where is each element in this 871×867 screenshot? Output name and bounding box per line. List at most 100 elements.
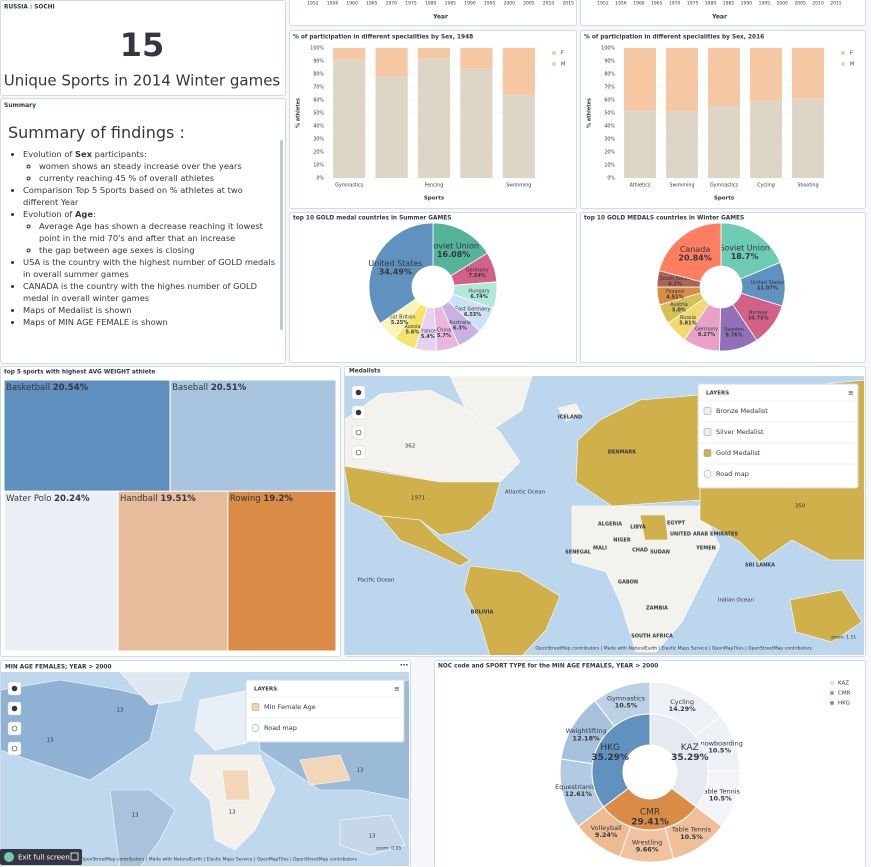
bar-segment	[417, 48, 451, 59]
legend-label: HKG	[838, 701, 850, 707]
panel-menu[interactable]: ⋯	[400, 661, 408, 670]
map-control[interactable]	[7, 721, 22, 736]
y-tick-label: 50%	[313, 111, 324, 117]
map-control[interactable]	[7, 741, 22, 756]
bar-segment	[375, 76, 408, 178]
label-value: 5.6%	[405, 329, 419, 335]
label-value: 5.81%	[679, 320, 696, 326]
bar-segment	[333, 59, 366, 179]
summary-list: Evolution of Sex participants:women show…	[1, 148, 279, 328]
label-value: 9.66%	[636, 846, 659, 854]
map-control-icon	[355, 429, 362, 436]
x-tick-label: 1980	[705, 1, 717, 7]
label-value: 11.07%	[757, 285, 778, 291]
pie-label: South Korea 4.1%	[660, 276, 690, 288]
map-label: BOLIVIA	[471, 610, 494, 616]
label-value: 6.53%	[464, 312, 481, 318]
x-tick-label: 1960	[633, 1, 645, 7]
layer-name[interactable]: Gold Medalist	[716, 449, 761, 457]
legend-label: CMR	[838, 691, 851, 697]
map-label: DENMARK	[608, 450, 637, 456]
x-tick-label: 1965	[366, 1, 378, 7]
label-value: 35.29%	[591, 753, 629, 763]
pie-label: East Germany 6.53%	[455, 306, 490, 318]
label-value: 29.41%	[631, 817, 669, 827]
exit-button[interactable]	[0, 849, 82, 865]
x-axis-label: Sports	[714, 196, 735, 202]
label-name: Canada	[680, 244, 711, 253]
pie-label: Norway 10.75%	[748, 310, 769, 322]
label-value: 4.51%	[666, 294, 683, 300]
label-value: 5.7%	[437, 332, 451, 338]
summary-subitem: the gap between age sexes is closing	[39, 244, 279, 256]
x-tick-label: Fencing	[425, 183, 444, 189]
label-name: Russia	[404, 323, 420, 329]
panel-title: RUSSIA : SOCHI	[4, 5, 55, 11]
label-value: 20.84%	[678, 253, 711, 262]
map-country	[789, 589, 863, 643]
pie-label: France 5.4%	[419, 328, 436, 340]
label-name: Table Tennis	[671, 826, 712, 834]
summary-bold: Sex	[74, 149, 92, 159]
sunburst-inner	[591, 713, 651, 808]
map-label: GABON	[618, 580, 638, 586]
exit-label[interactable]: Exit full screen	[18, 854, 70, 862]
x-tick-label: 1975	[405, 1, 417, 7]
layer-icon	[703, 449, 712, 457]
layer-name[interactable]: Silver Medalist	[716, 428, 764, 436]
map-label: SUDAN	[650, 550, 670, 556]
map-label: SENEGAL	[565, 550, 592, 556]
layer-name[interactable]: Bronze Medalist	[716, 407, 768, 415]
map-attribution: OpenStreetMap contributors | Made with N…	[80, 857, 357, 863]
map-country	[345, 465, 501, 536]
sunburst-outer-label: Volleyball 9.24%	[591, 824, 622, 839]
x-tick-label: 1952	[307, 1, 319, 7]
bar-segment	[375, 48, 408, 77]
y-tick-label: 90%	[604, 59, 615, 65]
summary-item: Evolution of Age:Average Age has shown a…	[23, 208, 279, 256]
legend-swatch	[829, 680, 835, 686]
sunburst-outer-label: Table Tennis 10.5%	[700, 787, 741, 802]
x-axis-label: Sports	[424, 196, 445, 202]
map-label: ZAMBIA	[646, 606, 668, 612]
bar-segment	[460, 48, 493, 69]
label-value: 10.5%	[615, 702, 638, 710]
map-control[interactable]	[351, 425, 366, 440]
label-name: CMR	[640, 807, 660, 817]
label-value: 16.08%	[437, 250, 470, 259]
bar-segment	[750, 48, 782, 102]
map-control[interactable]	[351, 445, 366, 460]
y-tick-label: 80%	[604, 72, 615, 78]
map-label: ALGERIA	[598, 522, 622, 528]
map-country	[189, 754, 276, 851]
sunburst-outer-label: Snowboarding 10.5%	[697, 740, 743, 755]
treemap-cell	[227, 490, 337, 652]
summary-subitem: women shows an steady increase over the …	[39, 160, 279, 172]
layer-name[interactable]: Min Female Age	[264, 703, 316, 711]
layer-name[interactable]: Road map	[716, 470, 749, 478]
sunburst-outer-label: Wrestling 9.66%	[632, 838, 662, 853]
layers-panel	[697, 383, 859, 489]
bar-segment	[333, 48, 366, 60]
map-country	[109, 789, 176, 866]
panel-title: Summary	[4, 102, 37, 109]
label-value: 6.74%	[470, 293, 487, 299]
label-value: 10.5%	[708, 747, 731, 755]
panel	[434, 660, 866, 867]
sunburst-outer-label: Weightlifting 12.18%	[566, 727, 607, 742]
label-value: 5.25%	[391, 320, 408, 326]
treemap-cell	[3, 379, 171, 492]
x-tick-label: Cycling	[757, 183, 775, 189]
label-name: Soviet Union	[428, 241, 479, 250]
label-name: Equestrianism	[555, 783, 601, 791]
y-axis-label: % athletes	[587, 98, 593, 128]
x-tick-label: 1960	[346, 1, 358, 7]
treemap-label: Basketball 20.54%	[6, 383, 89, 393]
x-tick-label: 1965	[651, 1, 663, 7]
layer-name[interactable]: Road map	[264, 724, 297, 732]
x-tick-label: 2015	[562, 1, 574, 7]
legend-label: M	[561, 62, 565, 68]
map-country	[571, 505, 721, 653]
label-value: 9.76%	[725, 332, 742, 338]
